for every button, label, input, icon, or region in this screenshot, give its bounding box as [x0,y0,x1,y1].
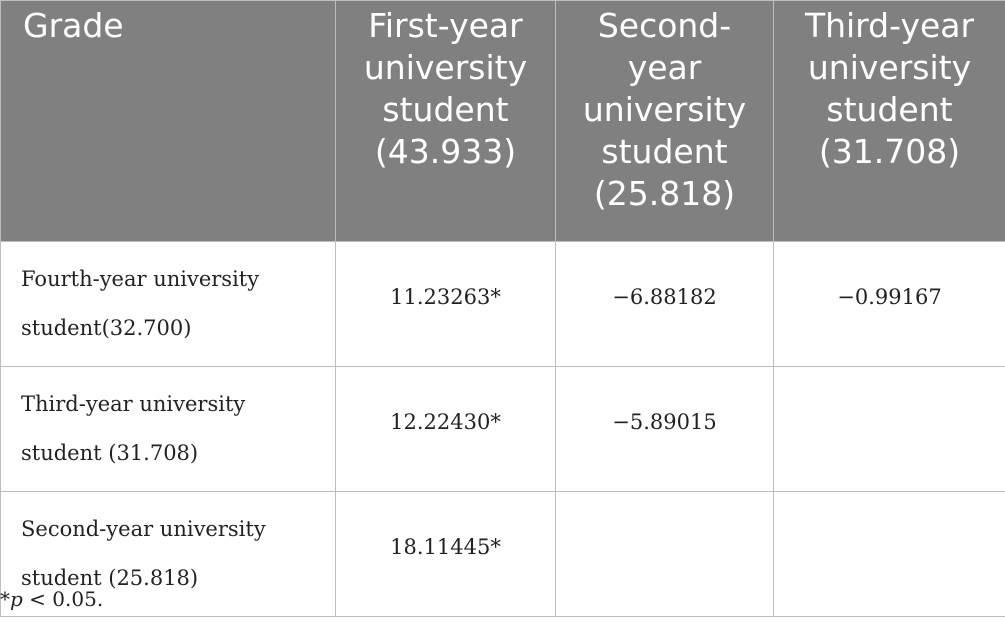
footnote: *p < 0.05. [0,587,103,611]
row-label: Fourth-year university student(32.700) [0,241,336,367]
footnote-symbol: p [10,587,23,611]
table-row: Third-year university student (31.708) 1… [0,366,1005,492]
header-first-year: First-year university student (43.933) [335,0,556,242]
table-cell [773,366,1005,492]
table-cell: −0.99167 [773,241,1005,367]
table-cell: 11.23263* [335,241,556,367]
table-cell: −6.88182 [555,241,774,367]
header-second-year: Second-year university student (25.818) [555,0,774,242]
header-third-year: Third-year university student (31.708) [773,0,1005,242]
table-cell [773,491,1005,617]
row-label: Second-year university student (25.818) [0,491,336,617]
footnote-text: < 0.05. [22,587,104,611]
table-row: Fourth-year university student(32.700) 1… [0,241,1005,367]
table-cell: −5.89015 [555,366,774,492]
header-grade: Grade [0,0,336,242]
table-cell [555,491,774,617]
table-row: Second-year university student (25.818) … [0,491,1005,617]
footnote-marker: * [0,587,10,611]
header-row: Grade First-year university student (43.… [0,0,1005,242]
table-cell: 12.22430* [335,366,556,492]
table-cell: 18.11445* [335,491,556,617]
row-label: Third-year university student (31.708) [0,366,336,492]
